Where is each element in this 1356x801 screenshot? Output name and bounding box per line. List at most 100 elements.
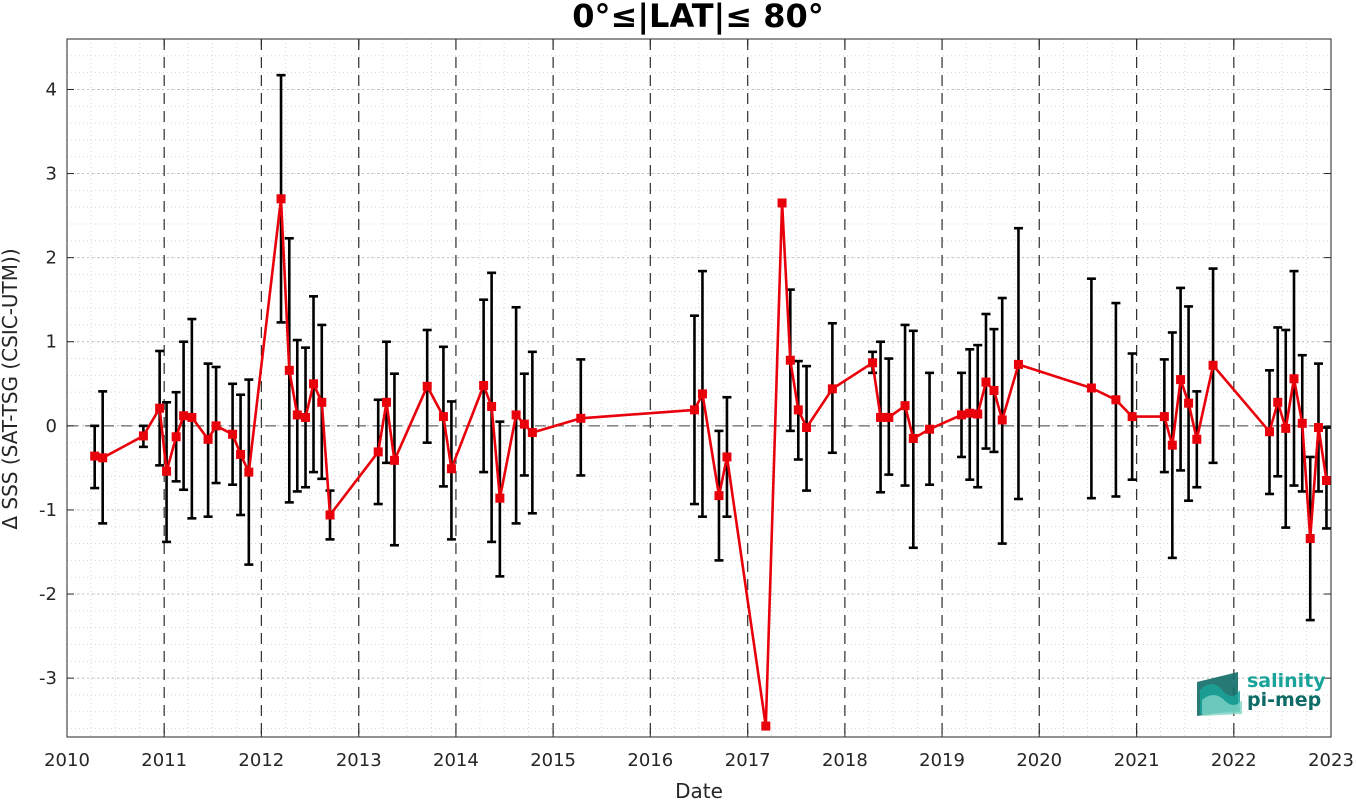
chart-title: 0°≤|LAT|≤ 80° (572, 0, 823, 36)
data-point (155, 403, 165, 413)
data-point (785, 355, 795, 365)
y-tick-label: 2 (46, 248, 57, 269)
data-point (511, 410, 521, 420)
series-line (94, 197, 1328, 728)
data-point (1086, 383, 1096, 393)
data-point (211, 421, 221, 431)
y-tick-label: 0 (46, 416, 57, 437)
data-point (884, 412, 894, 422)
data-point (1297, 418, 1307, 428)
data-point (689, 405, 699, 415)
data-point (381, 397, 391, 407)
data-point (1176, 375, 1186, 385)
error-bars (90, 73, 1331, 622)
data-point (981, 377, 991, 387)
data-point (422, 381, 432, 391)
y-tick-label: 4 (46, 79, 57, 100)
data-point (373, 447, 383, 457)
data-point (1313, 423, 1323, 433)
data-point (179, 411, 189, 421)
x-tick-label: 2017 (725, 750, 771, 771)
data-point (228, 429, 238, 439)
data-point (98, 453, 108, 463)
data-point (777, 198, 787, 208)
data-point (162, 466, 172, 476)
data-point (956, 410, 966, 420)
data-point (90, 451, 100, 461)
x-tick-label: 2014 (433, 750, 479, 771)
year-marker-lines (163, 39, 1235, 737)
x-axis-label: Date (675, 779, 723, 801)
logo-text-line1: salinity (1247, 670, 1326, 692)
data-point (1192, 434, 1202, 444)
data-point (1289, 374, 1299, 384)
data-point (317, 397, 327, 407)
data-point (1167, 440, 1177, 450)
data-point (1208, 360, 1218, 370)
data-point (203, 434, 213, 444)
data-point (389, 455, 399, 465)
y-tick-label: 3 (46, 164, 57, 185)
data-point (997, 415, 1007, 425)
data-point (900, 401, 910, 411)
x-tick-label: 2011 (141, 750, 187, 771)
data-point (138, 431, 148, 441)
x-tick-label: 2016 (627, 750, 673, 771)
data-point (1111, 395, 1121, 405)
x-tick-label: 2021 (1114, 750, 1160, 771)
data-point (495, 493, 505, 503)
logo-mark-icon (1197, 672, 1242, 716)
data-point (761, 721, 771, 731)
data-point (1184, 398, 1194, 408)
plot-frame (66, 38, 1332, 738)
data-point (989, 386, 999, 396)
x-tick-label: 2018 (822, 750, 868, 771)
data-point (446, 464, 456, 474)
x-tick-label: 2010 (44, 750, 90, 771)
y-tick-label: -2 (39, 584, 57, 605)
minor-grid (67, 38, 1331, 737)
data-point (1159, 412, 1169, 422)
y-axis-ticks: -3 -2 -1 0 1 2 3 4 (39, 79, 1331, 689)
data-point (965, 408, 975, 418)
data-point (301, 412, 311, 422)
y-tick-label: 1 (46, 332, 57, 353)
x-tick-label: 2015 (530, 750, 576, 771)
y-tick-label: -3 (39, 668, 57, 689)
data-point (722, 452, 732, 462)
data-point (438, 412, 448, 422)
series-markers (90, 194, 1331, 731)
data-point (868, 358, 878, 368)
data-point (793, 405, 803, 415)
x-tick-label: 2020 (1016, 750, 1062, 771)
data-point (487, 402, 497, 412)
data-point (827, 384, 837, 394)
x-tick-label: 2012 (238, 750, 284, 771)
data-point (697, 389, 707, 399)
logo-text-line2: pi-mep (1247, 689, 1321, 711)
data-point (1127, 412, 1137, 422)
data-point (925, 424, 935, 434)
data-point (802, 423, 812, 433)
x-tick-label: 2019 (919, 750, 965, 771)
data-point (1321, 476, 1331, 486)
y-axis-label: Δ SSS (SAT-TSG (CSIC-UTM)) (0, 248, 22, 529)
data-point (973, 409, 983, 419)
major-grid (67, 89, 1331, 679)
data-point (236, 449, 246, 459)
x-tick-label: 2022 (1211, 750, 1257, 771)
data-point (244, 467, 254, 477)
data-point (292, 410, 302, 420)
x-tick-label: 2013 (336, 750, 382, 771)
data-point (325, 510, 335, 520)
data-point (1273, 397, 1283, 407)
data-point (519, 419, 529, 429)
data-point (309, 379, 319, 389)
data-point (908, 433, 918, 443)
data-point (1013, 359, 1023, 369)
data-point (479, 380, 489, 390)
data-point (1265, 427, 1275, 437)
data-point (284, 365, 294, 375)
y-tick-label: -1 (39, 500, 57, 521)
